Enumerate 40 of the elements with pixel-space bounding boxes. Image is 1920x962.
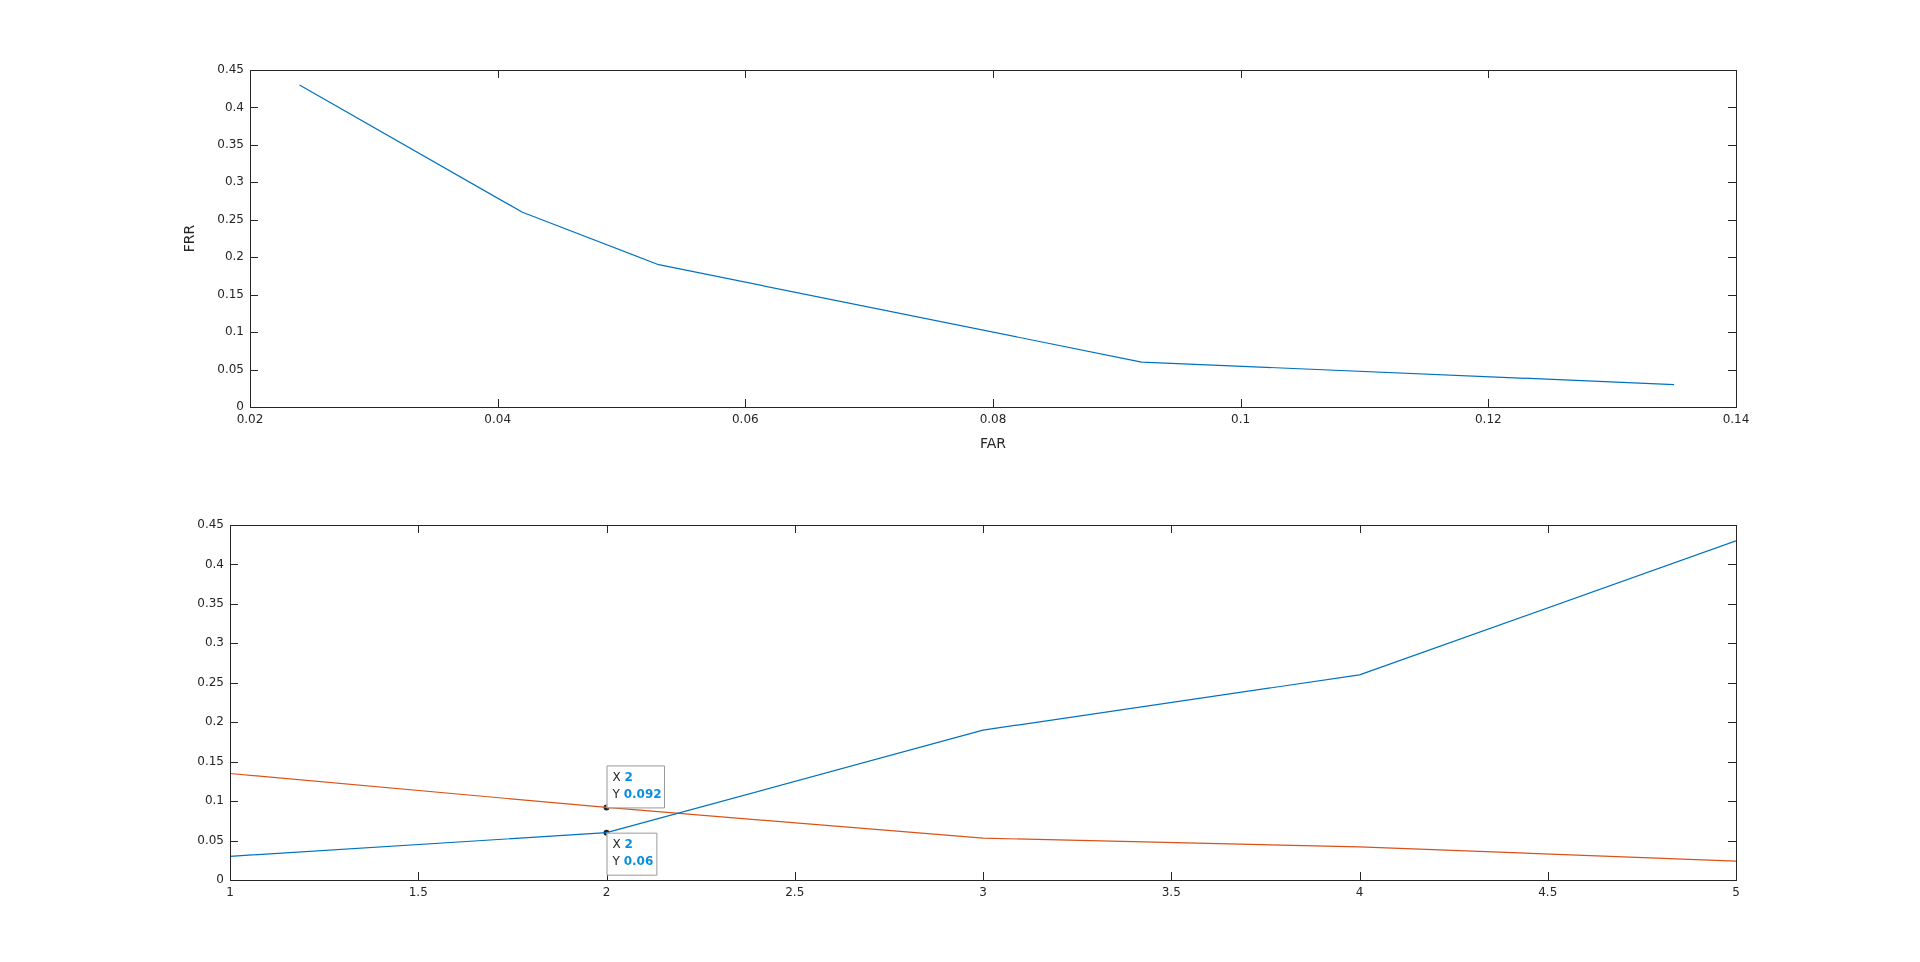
x-tick-label: 3: [979, 885, 987, 900]
y-tick-label: 0.4: [224, 99, 244, 114]
y-tick-label: 0.15: [217, 286, 244, 301]
y-tick-label: 0.3: [224, 174, 244, 189]
x-tick-label: 1.5: [408, 885, 428, 900]
x-tick-label: 2: [602, 885, 611, 900]
x-axis-title: FAR: [979, 435, 1007, 452]
x-tick-label: 0.06: [731, 412, 759, 427]
x-tick-label: 2.5: [785, 885, 805, 900]
y-tick-label: 0.45: [217, 62, 244, 77]
y-tick-label: 0.05: [217, 361, 244, 376]
x-tick-label: 3.5: [1161, 885, 1181, 900]
x-tick-label: 1: [226, 885, 234, 900]
y-tick-label: 0.35: [217, 137, 244, 152]
x-tick-label: 0.08: [979, 412, 1007, 427]
y-tick-label: 0.3: [204, 635, 224, 650]
x-tick-label: 0.1: [1231, 412, 1251, 427]
x-tick-label: 0.14: [1722, 412, 1750, 427]
y-tick-label: 0.05: [197, 832, 224, 847]
y-tick-label: 0.1: [224, 324, 244, 339]
annotation: X 2 Y 0.06: [611, 836, 654, 868]
x-tick-label: 4: [1355, 885, 1364, 900]
y-tick-label: 0.45: [197, 517, 224, 532]
x-tick-label: 0.02: [236, 412, 264, 427]
y-tick-label: 0.2: [204, 714, 224, 729]
x-tick-label: 0.04: [484, 412, 512, 427]
y-tick-label: 0.25: [197, 674, 224, 689]
y-tick-label: 0.35: [197, 596, 224, 611]
x-tick-label: 5: [1732, 885, 1740, 900]
annotation: X 2 Y 0.092: [611, 769, 662, 801]
y-axis-title: FRR: [181, 224, 198, 253]
x-tick-label: 4.5: [1538, 885, 1558, 900]
y-tick-label: 0: [236, 399, 244, 414]
y-tick-label: 0.2: [224, 249, 244, 264]
y-tick-label: 0: [216, 872, 224, 887]
y-tick-label: 0.1: [204, 793, 224, 808]
y-tick-label: 0.15: [197, 753, 224, 768]
y-tick-label: 0.4: [204, 556, 224, 571]
x-tick-label: 0.12: [1474, 412, 1502, 427]
y-tick-label: 0.25: [217, 211, 244, 226]
